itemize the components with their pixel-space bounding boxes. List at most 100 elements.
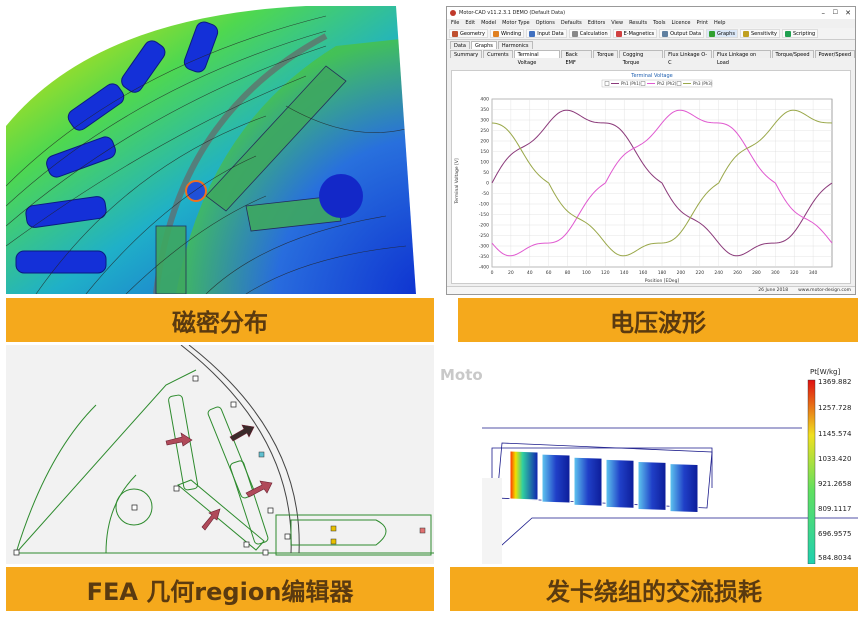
menu-tools[interactable]: Tools xyxy=(653,20,666,26)
chart-y-ticks: 400 350 300 250 200 150 100 50 0 -50 -100 -150 -200 -… xyxy=(479,97,489,271)
flux-density-panel xyxy=(6,6,428,294)
tab-back-emf[interactable]: Back EMF xyxy=(561,50,593,66)
toolbar-sensitivity-button[interactable]: Sensitivity xyxy=(739,29,780,38)
y-tick-label: -350 xyxy=(479,254,489,260)
scripting-icon xyxy=(785,30,791,37)
motorcad-window: Motor-CAD v11.2.3.1 DEMO (Default Data) … xyxy=(446,6,856,295)
caption-ac-loss: 发卡绕组的交流损耗 xyxy=(450,567,858,611)
tab-cogging-torque[interactable]: Cogging Torque xyxy=(618,50,664,66)
loss-color-scale xyxy=(807,379,816,564)
chart-xlabel: Position [EDeg] xyxy=(645,278,680,284)
series-line xyxy=(491,109,833,257)
x-tick-label: 80 xyxy=(565,270,571,276)
y-tick-label: 150 xyxy=(480,149,489,155)
y-tick-label: -300 xyxy=(479,244,489,250)
y-tick-label: -200 xyxy=(479,223,489,229)
calculation-icon xyxy=(571,30,578,37)
y-tick-label: 100 xyxy=(480,160,489,166)
emagnetics-icon xyxy=(615,30,622,37)
toolbar-output-data-button[interactable]: Output Data xyxy=(659,29,705,38)
toolbar-label: Input Data xyxy=(537,30,564,37)
tab-torque[interactable]: Torque xyxy=(593,50,618,58)
winding-icon xyxy=(492,30,499,37)
loss-legend-value: 584.8034 xyxy=(818,554,852,562)
x-tick-label: 260 xyxy=(733,270,742,276)
tab-data[interactable]: Data xyxy=(450,41,470,49)
x-tick-label: 160 xyxy=(639,270,648,276)
menu-model[interactable]: Model xyxy=(481,20,497,26)
menu-view[interactable]: View xyxy=(611,20,624,26)
menu-file[interactable]: File xyxy=(451,20,460,26)
toolbar-graphs-button[interactable]: Graphs xyxy=(706,29,738,38)
y-tick-label: -50 xyxy=(482,191,489,197)
tabs-level1: Data Graphs Harmonics xyxy=(447,41,855,49)
menu-licence[interactable]: Licence xyxy=(671,20,691,26)
legend-label: Ph1 (Ph1) xyxy=(621,81,641,86)
loss-legend-unit: Pt[W/kg] xyxy=(810,368,841,376)
toolbar-label: Sensitivity xyxy=(750,30,777,37)
chart-x-ticks: 0 20 40 60 80 100 120 140 160 180 200 220 240 260 280 3… xyxy=(491,270,818,276)
x-tick-label: 60 xyxy=(546,270,552,276)
x-tick-label: 200 xyxy=(677,270,686,276)
status-url[interactable]: www.motor-design.com xyxy=(798,288,851,293)
toolbar-winding-button[interactable]: Winding xyxy=(489,29,525,38)
toolbar-geometry-button[interactable]: Geometry xyxy=(449,29,488,38)
menu-defaults[interactable]: Defaults xyxy=(560,20,582,26)
toolbar-label: Output Data xyxy=(670,30,702,37)
menu-help[interactable]: Help xyxy=(713,20,726,26)
toolbar-scripting-button[interactable]: Scripting xyxy=(782,29,819,38)
tab-flux-linkage-load[interactable]: Flux Linkage on Load xyxy=(712,50,771,66)
app-logo-icon xyxy=(450,10,456,16)
window-title-bar: Motor-CAD v11.2.3.1 DEMO (Default Data) … xyxy=(447,7,855,19)
x-tick-label: 320 xyxy=(790,270,799,276)
tab-power-speed[interactable]: Power/Speed xyxy=(814,50,855,58)
tab-harmonics[interactable]: Harmonics xyxy=(497,41,533,49)
terminal-voltage-svg: Terminal Voltage Ph1 (Ph1) Ph2 (Ph2) Ph3 (… xyxy=(454,73,833,284)
tab-graphs[interactable]: Graphs xyxy=(470,41,497,49)
status-bar: 26 June 2018 www.motor-design.com xyxy=(447,286,855,294)
y-tick-label: -250 xyxy=(479,233,489,239)
menu-edit[interactable]: Edit xyxy=(465,20,476,26)
menu-motor-type[interactable]: Motor Type xyxy=(502,20,530,26)
legend-label: Ph2 (Ph2) xyxy=(657,81,677,86)
x-tick-label: 100 xyxy=(582,270,591,276)
graphs-icon xyxy=(709,30,716,37)
chart-legend: Ph1 (Ph1) Ph2 (Ph2) Ph3 (Ph3) xyxy=(601,79,713,88)
tab-flux-linkage-oc[interactable]: Flux Linkage O-C xyxy=(664,50,712,66)
loss-legend-value: 1033.420 xyxy=(818,455,852,463)
tab-currents[interactable]: Currents xyxy=(483,50,513,58)
y-tick-label: 200 xyxy=(480,139,489,145)
menu-print[interactable]: Print xyxy=(696,20,708,26)
toolbar-label: Calculation xyxy=(579,30,608,37)
main-toolbar: Geometry Winding Input Data Calculation … xyxy=(447,28,855,40)
maximize-icon[interactable]: ☐ xyxy=(832,9,838,16)
chart-lines xyxy=(491,109,833,257)
chart-title: Terminal Voltage xyxy=(630,73,672,79)
toolbar-emagnetics-button[interactable]: E-Magnetics xyxy=(612,29,658,38)
toolbar-input-data-button[interactable]: Input Data xyxy=(526,29,567,38)
minimize-icon[interactable]: – xyxy=(821,9,826,17)
ac-loss-panel: Pt[W/kg] 1369.882 1257.728 1145.574 1033… xyxy=(482,368,858,564)
x-tick-label: 180 xyxy=(658,270,667,276)
x-tick-label: 120 xyxy=(601,270,610,276)
menu-editors[interactable]: Editors xyxy=(587,20,606,26)
x-tick-label: 340 xyxy=(809,270,818,276)
y-tick-label: -150 xyxy=(479,212,489,218)
menu-options[interactable]: Options xyxy=(535,20,555,26)
caption-voltage-waveform: 电压波形 xyxy=(458,298,858,342)
status-date: 26 June 2018 xyxy=(758,288,789,293)
output-data-icon xyxy=(662,30,669,37)
x-tick-label: 40 xyxy=(527,270,533,276)
x-tick-label: 0 xyxy=(491,270,494,276)
toolbar-label: Graphs xyxy=(717,30,735,37)
tab-terminal-voltage[interactable]: Terminal Voltage xyxy=(513,50,561,66)
tab-summary[interactable]: Summary xyxy=(450,50,483,58)
loss-legend-value: 1257.728 xyxy=(818,404,852,412)
menu-bar: File Edit Model Motor Type Options Defau… xyxy=(447,19,855,28)
close-icon[interactable]: ✕ xyxy=(845,9,851,17)
tabs-level2: Summary Currents Terminal Voltage Back E… xyxy=(447,50,855,66)
menu-results[interactable]: Results xyxy=(629,20,648,26)
input-data-icon xyxy=(529,30,536,37)
toolbar-calculation-button[interactable]: Calculation xyxy=(568,29,611,38)
tab-torque-speed[interactable]: Torque/Speed xyxy=(771,50,814,58)
